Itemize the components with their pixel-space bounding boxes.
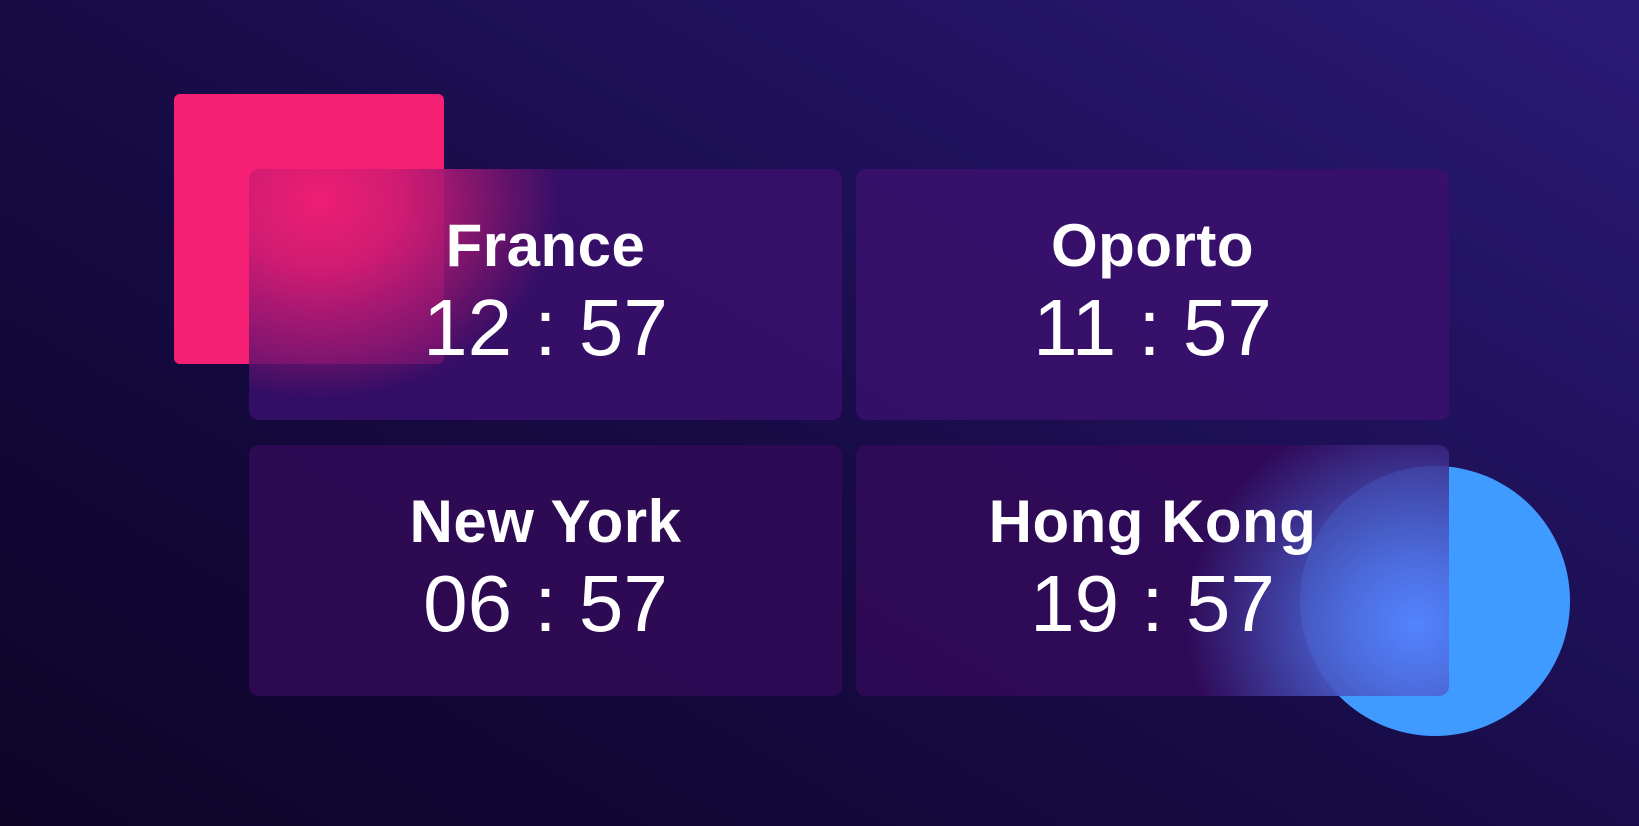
clock-card-new-york: New York 06 : 57 <box>249 445 842 696</box>
clock-time: 19 : 57 <box>1030 558 1275 648</box>
city-name: New York <box>409 487 682 555</box>
clock-grid: France 12 : 57 Oporto 11 : 57 New York 0… <box>249 169 1449 696</box>
clock-card-oporto: Oporto 11 : 57 <box>856 169 1449 420</box>
clock-card-hong-kong: Hong Kong 19 : 57 <box>856 445 1449 696</box>
city-name: Hong Kong <box>988 487 1317 555</box>
clock-time: 11 : 57 <box>1033 282 1272 372</box>
clock-time: 12 : 57 <box>423 282 668 372</box>
clock-time: 06 : 57 <box>423 558 668 648</box>
clock-card-france: France 12 : 57 <box>249 169 842 420</box>
city-name: Oporto <box>1051 211 1254 279</box>
city-name: France <box>445 211 646 279</box>
